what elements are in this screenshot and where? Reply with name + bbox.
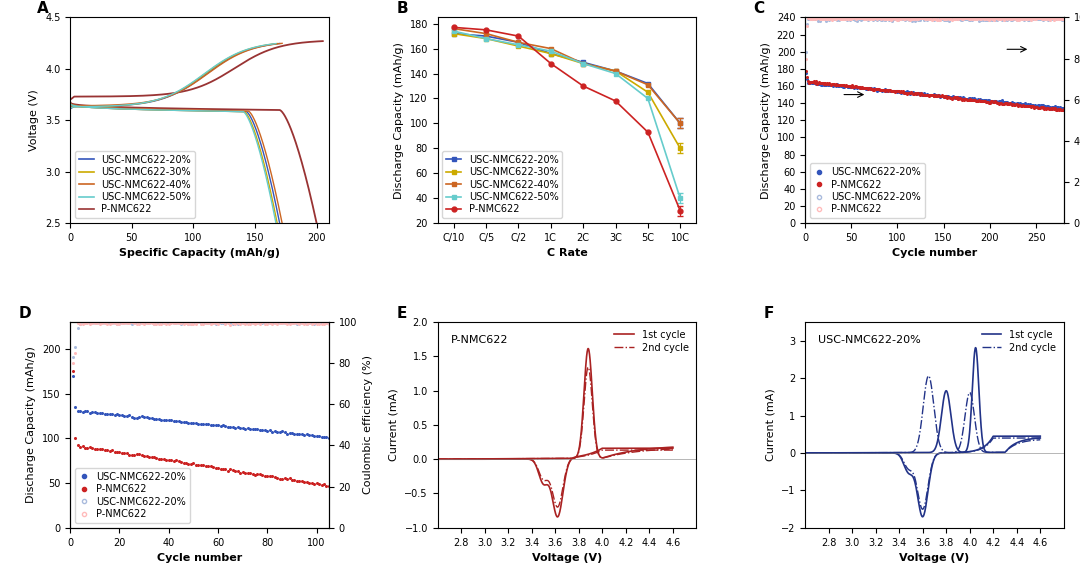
2nd cycle: [813, 450, 826, 456]
1st cycle: [634, 447, 647, 454]
1st cycle: [969, 344, 982, 351]
Text: A: A: [37, 1, 49, 16]
2nd cycle: [610, 451, 623, 458]
Text: E: E: [396, 306, 406, 321]
1st cycle: [1034, 434, 1047, 441]
1st cycle: [446, 456, 459, 463]
1st cycle: [431, 456, 444, 463]
Legend: USC-NMC622-20%, USC-NMC622-30%, USC-NMC622-40%, USC-NMC622-50%, P-NMC622: USC-NMC622-20%, USC-NMC622-30%, USC-NMC6…: [76, 151, 195, 218]
Y-axis label: Discharge Capacity (mAh/g): Discharge Capacity (mAh/g): [394, 42, 404, 199]
Text: D: D: [18, 306, 31, 321]
1st cycle: [568, 455, 581, 462]
Y-axis label: Voltage (V): Voltage (V): [29, 89, 40, 151]
2nd cycle: [1034, 436, 1047, 443]
X-axis label: Cycle number: Cycle number: [157, 553, 242, 563]
2nd cycle: [948, 448, 961, 455]
2nd cycle: [798, 450, 811, 456]
2nd cycle: [431, 456, 444, 463]
Y-axis label: Current (mA): Current (mA): [766, 389, 775, 461]
X-axis label: Voltage (V): Voltage (V): [531, 553, 603, 563]
2nd cycle: [446, 456, 459, 463]
Y-axis label: Current (mA): Current (mA): [389, 389, 399, 461]
1st cycle: [798, 450, 811, 456]
Text: P-NMC622: P-NMC622: [450, 335, 508, 345]
1st cycle: [573, 436, 586, 443]
Text: C: C: [754, 1, 765, 16]
1st cycle: [935, 410, 948, 417]
Y-axis label: Coulombic efficiency (%): Coulombic efficiency (%): [363, 356, 373, 494]
1st cycle: [813, 450, 826, 456]
Line: 1st cycle: 1st cycle: [805, 347, 1040, 453]
X-axis label: Cycle number: Cycle number: [892, 248, 977, 259]
2nd cycle: [568, 455, 581, 462]
1st cycle: [977, 444, 990, 451]
1st cycle: [948, 438, 961, 445]
2nd cycle: [581, 365, 594, 372]
2nd cycle: [666, 445, 679, 452]
1st cycle: [666, 444, 679, 451]
Line: 2nd cycle: 2nd cycle: [437, 367, 673, 459]
Y-axis label: Discharge Capacity (mAh/g): Discharge Capacity (mAh/g): [761, 42, 771, 199]
2nd cycle: [935, 446, 948, 453]
X-axis label: Voltage (V): Voltage (V): [900, 553, 970, 563]
2nd cycle: [977, 448, 990, 455]
Legend: USC-NMC622-20%, USC-NMC622-30%, USC-NMC622-40%, USC-NMC622-50%, P-NMC622: USC-NMC622-20%, USC-NMC622-30%, USC-NMC6…: [443, 151, 563, 218]
2nd cycle: [582, 364, 595, 371]
Line: 2nd cycle: 2nd cycle: [805, 376, 1040, 453]
1st cycle: [610, 451, 623, 458]
Legend: USC-NMC622-20%, P-NMC622, USC-NMC622-20%, P-NMC622: USC-NMC622-20%, P-NMC622, USC-NMC622-20%…: [76, 468, 190, 523]
Text: USC-NMC622-20%: USC-NMC622-20%: [818, 335, 921, 345]
1st cycle: [1001, 445, 1014, 452]
Line: 1st cycle: 1st cycle: [437, 349, 673, 459]
Text: F: F: [764, 306, 774, 321]
Y-axis label: Discharge Capacity (mAh/g): Discharge Capacity (mAh/g): [26, 346, 37, 503]
Legend: USC-NMC622-20%, P-NMC622, USC-NMC622-20%, P-NMC622: USC-NMC622-20%, P-NMC622, USC-NMC622-20%…: [810, 164, 924, 218]
2nd cycle: [573, 440, 586, 447]
Legend: 1st cycle, 2nd cycle: 1st cycle, 2nd cycle: [978, 327, 1058, 356]
1st cycle: [581, 347, 594, 354]
1st cycle: [942, 391, 955, 398]
2nd cycle: [634, 448, 647, 455]
2nd cycle: [922, 372, 935, 379]
2nd cycle: [942, 449, 955, 456]
Legend: 1st cycle, 2nd cycle: 1st cycle, 2nd cycle: [611, 327, 691, 356]
2nd cycle: [1001, 446, 1014, 453]
X-axis label: C Rate: C Rate: [546, 248, 588, 259]
1st cycle: [582, 345, 595, 352]
X-axis label: Specific Capacity (mAh/g): Specific Capacity (mAh/g): [119, 248, 280, 259]
Text: B: B: [396, 1, 408, 16]
